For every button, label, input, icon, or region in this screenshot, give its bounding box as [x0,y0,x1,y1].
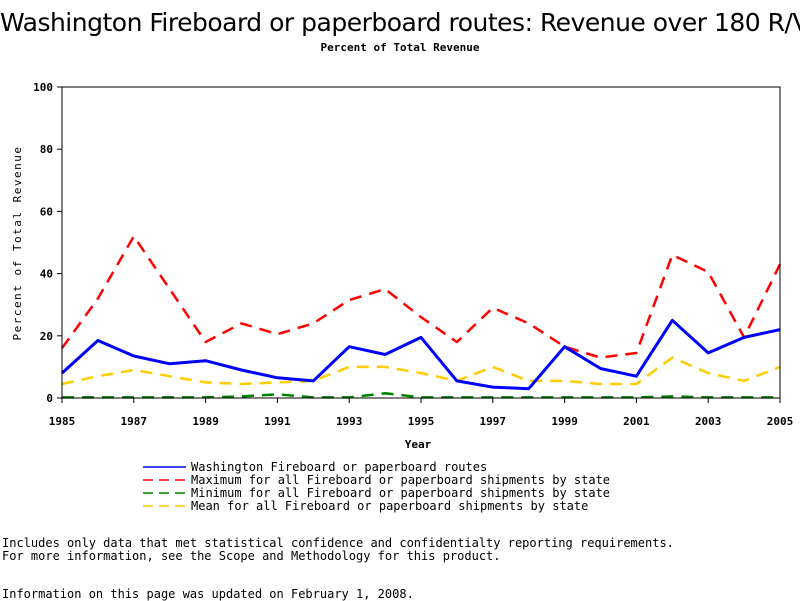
note-updated: Information on this page was updated on … [2,587,414,601]
series-line-2 [62,392,780,399]
series-line-0 [60,318,781,391]
legend-label: Washington Fireboard or paperboard route… [191,460,487,474]
x-tick-label: 1987 [121,415,148,428]
y-tick-label: 80 [40,143,53,156]
plot-frame [61,86,781,399]
x-tick-label: 1989 [192,415,219,428]
y-axis-label: Percent of Total Revenue [11,146,24,341]
y-tick-label: 60 [40,205,53,218]
x-axis-label: Year [405,438,432,451]
series-layer [60,235,782,399]
x-tick-label: 1997 [480,415,507,428]
x-tick-label: 2005 [767,415,794,428]
y-tick-label: 20 [40,330,53,343]
y-tick-label: 0 [46,392,53,405]
x-tick-label: 2003 [695,415,722,428]
legend-entry-1: Maximum for all Fireboard or paperboard … [143,473,610,487]
legend-label: Mean for all Fireboard or paperboard shi… [191,499,588,513]
x-tick-label: 1991 [264,415,291,428]
axes: 0 20 40 60 80 100 1985 1987 1989 1991 1993 1995 1997… [33,81,793,428]
legend-label: Minimum for all Fireboard or paperboard … [191,486,610,500]
x-tick-label: 1995 [408,415,435,428]
series-line-1 [60,235,782,359]
legend: Washington Fireboard or paperboard route… [143,460,610,513]
legend-entry-3: Mean for all Fireboard or paperboard shi… [143,499,588,513]
chart-title: Washington Fireboard or paperboard route… [0,8,800,37]
y-tick-label: 40 [40,268,53,281]
legend-entry-2: Minimum for all Fireboard or paperboard … [143,486,610,500]
x-tick-label: 1999 [551,415,578,428]
x-tick-label: 1993 [336,415,363,428]
series-line-3 [61,356,781,386]
x-tick-label: 1985 [49,415,76,428]
note-confidence: Includes only data that met statistical … [2,536,674,550]
chart-subtitle: Percent of Total Revenue [320,41,480,54]
x-tick-label: 2001 [623,415,650,428]
y-tick-label: 100 [33,81,53,94]
legend-label: Maximum for all Fireboard or paperboard … [191,473,610,487]
note-methodology: For more information, see the Scope and … [2,549,501,563]
legend-entry-0: Washington Fireboard or paperboard route… [143,460,487,474]
